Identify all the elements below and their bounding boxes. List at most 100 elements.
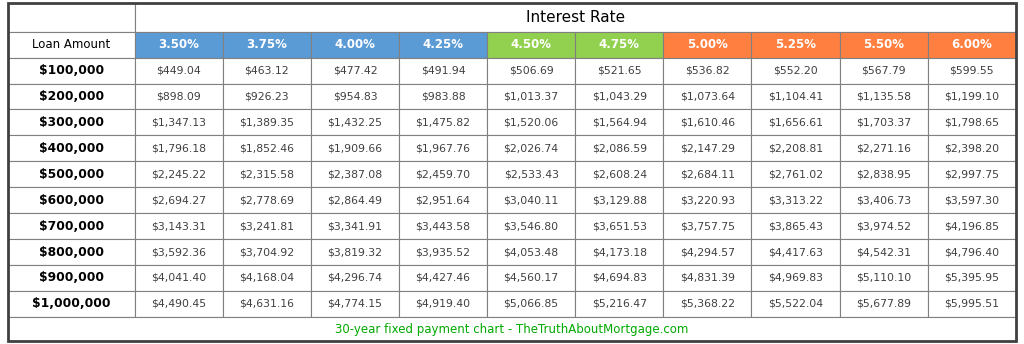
Bar (928, 239, 1016, 265)
Text: $2,315.58: $2,315.58 (240, 169, 294, 179)
Bar (664, 161, 752, 187)
Bar (664, 213, 752, 239)
Text: 4.00%: 4.00% (335, 38, 376, 51)
Bar (487, 239, 575, 265)
Text: $2,951.64: $2,951.64 (416, 195, 471, 205)
Bar (134, 136, 223, 161)
Text: $3,935.52: $3,935.52 (416, 247, 471, 257)
Bar (311, 187, 399, 213)
Text: Interest Rate: Interest Rate (525, 10, 625, 25)
Bar (752, 109, 840, 136)
Bar (840, 109, 928, 136)
Text: $463.12: $463.12 (245, 66, 289, 76)
Text: $3,651.53: $3,651.53 (592, 221, 647, 231)
Bar (8, 291, 134, 317)
Text: $2,398.20: $2,398.20 (944, 143, 999, 153)
Text: $5,216.47: $5,216.47 (592, 299, 647, 309)
Bar (928, 136, 1016, 161)
Text: $3,220.93: $3,220.93 (680, 195, 735, 205)
Text: $2,459.70: $2,459.70 (416, 169, 471, 179)
Bar (399, 136, 487, 161)
Bar (399, 57, 487, 84)
Text: $5,368.22: $5,368.22 (680, 299, 735, 309)
Bar (575, 84, 664, 109)
Text: $3,443.58: $3,443.58 (416, 221, 471, 231)
Text: $521.65: $521.65 (597, 66, 642, 76)
Text: $3,313.22: $3,313.22 (768, 195, 823, 205)
Bar (928, 265, 1016, 291)
Text: $400,000: $400,000 (39, 142, 103, 155)
Bar (399, 161, 487, 187)
Bar (664, 57, 752, 84)
Text: $800,000: $800,000 (39, 246, 103, 259)
Text: $4,796.40: $4,796.40 (944, 247, 999, 257)
Text: $1,347.13: $1,347.13 (152, 117, 206, 127)
Text: $3,341.91: $3,341.91 (328, 221, 382, 231)
Bar (8, 317, 1016, 341)
Bar (8, 161, 134, 187)
Text: $900,000: $900,000 (39, 271, 103, 284)
Text: $2,533.43: $2,533.43 (504, 169, 559, 179)
Text: $4,694.83: $4,694.83 (592, 273, 647, 283)
Bar (487, 291, 575, 317)
Bar (752, 213, 840, 239)
Bar (575, 187, 664, 213)
Text: $1,000,000: $1,000,000 (32, 298, 111, 310)
Text: $1,796.18: $1,796.18 (152, 143, 206, 153)
Text: $4,168.04: $4,168.04 (240, 273, 294, 283)
Bar (840, 213, 928, 239)
Text: $2,086.59: $2,086.59 (592, 143, 647, 153)
Bar (840, 136, 928, 161)
Text: $4,053.48: $4,053.48 (504, 247, 559, 257)
Bar (752, 32, 840, 57)
Text: 5.50%: 5.50% (863, 38, 904, 51)
Text: $500,000: $500,000 (39, 168, 104, 181)
Text: $536.82: $536.82 (685, 66, 730, 76)
Text: $1,475.82: $1,475.82 (416, 117, 471, 127)
Bar (664, 84, 752, 109)
Text: $3,040.11: $3,040.11 (504, 195, 559, 205)
Text: $599.55: $599.55 (949, 66, 994, 76)
Bar (399, 84, 487, 109)
Text: $3,129.88: $3,129.88 (592, 195, 647, 205)
Bar (8, 84, 134, 109)
Text: $5,395.95: $5,395.95 (944, 273, 999, 283)
Bar (134, 213, 223, 239)
Text: $1,703.37: $1,703.37 (856, 117, 911, 127)
Text: $2,838.95: $2,838.95 (856, 169, 911, 179)
Text: $300,000: $300,000 (39, 116, 103, 129)
Bar (223, 136, 311, 161)
Bar (134, 161, 223, 187)
Bar (223, 57, 311, 84)
Bar (223, 187, 311, 213)
Bar (8, 3, 134, 32)
Bar (311, 84, 399, 109)
Text: $1,798.65: $1,798.65 (944, 117, 999, 127)
Text: $3,865.43: $3,865.43 (768, 221, 823, 231)
Bar (575, 109, 664, 136)
Bar (840, 57, 928, 84)
Text: $449.04: $449.04 (157, 66, 201, 76)
Bar (752, 136, 840, 161)
Text: $1,909.66: $1,909.66 (328, 143, 383, 153)
Text: $4,969.83: $4,969.83 (768, 273, 823, 283)
Bar (928, 213, 1016, 239)
Bar (399, 213, 487, 239)
Text: $5,066.85: $5,066.85 (504, 299, 559, 309)
Text: $4,919.40: $4,919.40 (416, 299, 471, 309)
Bar (223, 213, 311, 239)
Text: $3,241.81: $3,241.81 (240, 221, 294, 231)
Text: 5.25%: 5.25% (775, 38, 816, 51)
Text: $100,000: $100,000 (39, 64, 104, 77)
Text: $2,147.29: $2,147.29 (680, 143, 735, 153)
Text: $552.20: $552.20 (773, 66, 818, 76)
Bar (664, 136, 752, 161)
Bar (223, 109, 311, 136)
Bar (487, 57, 575, 84)
Bar (311, 32, 399, 57)
Bar (664, 32, 752, 57)
Text: $5,110.10: $5,110.10 (856, 273, 911, 283)
Bar (928, 109, 1016, 136)
Text: $3,819.32: $3,819.32 (328, 247, 382, 257)
Text: $2,026.74: $2,026.74 (504, 143, 559, 153)
